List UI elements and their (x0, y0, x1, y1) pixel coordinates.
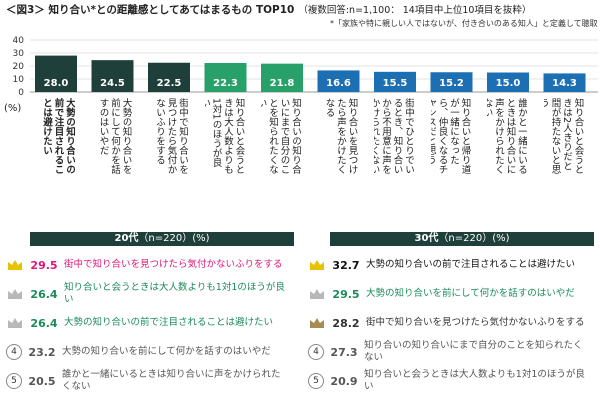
ranking-value: 29.5 (30, 258, 58, 272)
chart-note: *「家族や特に親しい人ではないが、付き合いのある知人」と定義して聴取 (330, 19, 598, 28)
rank-badge: 5 (308, 373, 324, 389)
ranking-label: 誰かと一緒にいるときは知り合いに声をかけられたくない (62, 369, 281, 392)
y-tick-label: 30 (13, 49, 25, 59)
category-label: 大勢の知り合いの前で注目されることは避けたい (41, 98, 75, 174)
panel-20s-n: （n=220）(%) (138, 233, 210, 244)
bar (374, 71, 416, 92)
ranking-row: 26.4 大勢の知り合いの前で注目されることは避けたい (6, 310, 286, 336)
bar (543, 73, 586, 92)
chart-title-text: ＜図3＞ 知り合い*との距離感としてあてはまるもの TOP10 (6, 4, 295, 16)
y-axis-label: (%) (4, 103, 22, 114)
bar (148, 62, 190, 92)
ranking-value: 32.7 (332, 258, 360, 272)
ranking-label: 街中で知り合いを見つけたら気付かないふりをする (64, 259, 283, 270)
ranking-row: 4 27.3 知り合いの知り合いにまで自分のことを知られたくない (308, 339, 588, 365)
panel-20s-title: 20代 (114, 233, 139, 244)
crown-icon (308, 258, 326, 272)
panel-30s-n: （n=220）(%) (438, 233, 510, 244)
bar-value-label: 16.6 (326, 78, 351, 89)
category-label: 街中で知り合いを見つけたら気付かないふりをする (154, 98, 188, 174)
ranking-label: 街中で知り合いを見つけたら気付かないふりをする (366, 317, 585, 328)
ranking-row: 26.4 知り合いと会うときは大人数よりも1対1のほうが良い (6, 281, 286, 307)
category-label: 知り合いと帰り道が一緒になったら、仲良くなるチャンスだと思う (430, 98, 471, 174)
y-tick-label: 0 (18, 88, 24, 98)
bar (487, 72, 529, 92)
ranking-value: 28.2 (332, 316, 360, 330)
ranking-row: 32.7 大勢の知り合いの前で注目されることは避けたい (308, 252, 588, 278)
ranking-value: 29.5 (332, 287, 360, 301)
category-label: 知り合いと会うときは大人数よりも1対1のほうが良い (204, 98, 245, 174)
category-label: 誰かと一緒にいるときは知り合いに声をかけられたくない (487, 98, 527, 174)
ranking-row: 4 23.2 大勢の知り合いを前にして何かを話すのはいやだ (6, 339, 286, 365)
bar-value-label: 28.0 (44, 78, 69, 89)
ranking-label: 知り合いと会うときは大人数よりも1対1のほうが良い (364, 369, 585, 392)
bar (317, 70, 360, 92)
ranking-row: 5 20.5 誰かと一緒にいるときは知り合いに声をかけられたくない (6, 368, 286, 394)
crown-icon (6, 287, 24, 301)
y-tick-label: 20 (13, 62, 25, 72)
bar (91, 60, 134, 92)
crown-icon (308, 316, 326, 330)
bar-value-label: 21.8 (270, 78, 295, 89)
rank-badge: 5 (6, 373, 22, 389)
bar-value-label: 15.2 (439, 78, 464, 89)
bar-value-label: 15.5 (383, 78, 408, 89)
bar (430, 72, 473, 92)
crown-icon (6, 316, 24, 330)
crown-icon (6, 258, 24, 272)
panel-20s-header: 20代（n=220）(%) (30, 232, 294, 246)
ranking-label: 大勢の知り合いを前にして何かを話すのはいやだ (366, 288, 575, 299)
ranking-label: 知り合いの知り合いにまで自分のことを知られたくない (364, 340, 583, 363)
bar-value-label: 15.0 (496, 78, 521, 89)
category-label: 街中でひとりでいるとき、知り合いから不用意に声をかけられたくない (374, 98, 414, 174)
bar-value-label: 22.5 (157, 78, 182, 89)
bar-value-label: 22.3 (213, 78, 238, 89)
category-label: 大勢の知り合いを前にして何かを話すのはいやだ (97, 98, 132, 174)
bar-chart: 0 10 20 30 40 28.0 24.5 22.5 22.3 21.8 16.6 15.5 15.… (13, 36, 598, 98)
ranking-value: 26.4 (30, 287, 58, 301)
ranking-row: 28.2 街中で知り合いを見つけたら気付かないふりをする (308, 310, 588, 336)
ranking-label: 知り合いと会うときは大人数よりも1対1のほうが良い (64, 282, 285, 305)
category-label: 知り合いと会うときは2人きりだと間が持たないと思う (543, 98, 584, 174)
chart-subtitle: （複数回答:n=1,100： 14項目中上位10項目を抜粋） (298, 5, 532, 16)
ranking-label: 大勢の知り合いの前で注目されることは避けたい (64, 317, 274, 328)
bar-value-label: 24.5 (100, 78, 125, 89)
ranking-label: 大勢の知り合いの前で注目されることは避けたい (366, 259, 576, 270)
ranking-row: 29.5 大勢の知り合いを前にして何かを話すのはいやだ (308, 281, 588, 307)
category-label: 知り合いの知り合いにまで自分のことを知られたくない (261, 98, 301, 174)
chart-title: ＜図3＞ 知り合い*との距離感としてあてはまるもの TOP10 （複数回答:n=1… (6, 2, 531, 17)
ranking-value: 23.2 (28, 345, 56, 359)
rank-badge: 4 (6, 344, 22, 360)
panel-30s-title: 30代 (414, 233, 439, 244)
ranking-value: 26.4 (30, 316, 58, 330)
ranking-value: 20.5 (28, 374, 56, 388)
y-tick-label: 40 (13, 36, 25, 46)
rank-badge: 4 (308, 344, 324, 360)
panel-30s-header: 30代（n=220）(%) (330, 232, 594, 246)
bar-value-label: 14.3 (552, 78, 577, 89)
ranking-row: 29.5 街中で知り合いを見つけたら気付かないふりをする (6, 252, 286, 278)
ranking-row: 5 20.9 知り合いと会うときは大人数よりも1対1のほうが良い (308, 368, 588, 394)
y-tick-label: 10 (13, 75, 25, 85)
ranking-label: 大勢の知り合いを前にして何かを話すのはいやだ (62, 346, 271, 357)
crown-icon (308, 287, 326, 301)
ranking-value: 20.9 (330, 374, 358, 388)
bar (204, 63, 247, 92)
bar (35, 55, 77, 92)
category-label: 知り合いを見つけたら声をかけたくなる (323, 98, 358, 174)
ranking-value: 27.3 (330, 345, 358, 359)
bar (261, 63, 303, 92)
